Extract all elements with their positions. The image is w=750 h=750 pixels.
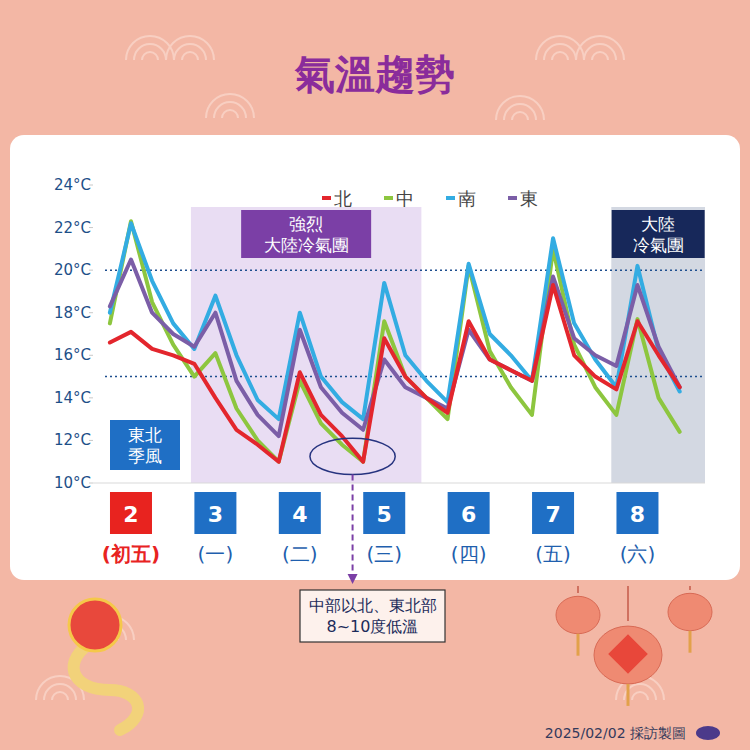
x-sublabel: (二) <box>282 542 318 566</box>
x-tick-label: 3 <box>208 502 223 527</box>
region-label: 強烈大陸冷氣團 <box>264 214 349 255</box>
wave-arc <box>134 44 166 60</box>
x-tick-box <box>616 492 658 534</box>
wave-arc <box>182 52 198 60</box>
region-label-box <box>612 210 705 258</box>
x-tick-label: 8 <box>630 502 645 527</box>
annotation-box <box>300 590 445 642</box>
y-tick-label: 10°C <box>54 474 91 492</box>
x-sublabel: (一) <box>198 542 234 566</box>
x-tick-label: 4 <box>292 502 307 527</box>
series-line <box>110 223 680 419</box>
y-tick-label: 14°C <box>54 389 91 407</box>
annotation-text: 中部以北、東北部8~10度低溫 <box>309 596 437 636</box>
y-tick-label: 24°C <box>54 176 91 194</box>
lantern-tassel <box>689 631 692 653</box>
x-tick-box <box>110 492 152 534</box>
wave-arc <box>166 36 214 60</box>
region-label: 大陸冷氣團 <box>633 214 684 255</box>
y-tick-label: 12°C <box>54 431 91 449</box>
arrow-head <box>348 574 358 584</box>
x-sublabel: (四) <box>451 542 487 566</box>
lantern <box>556 596 600 633</box>
lanterns <box>556 586 712 706</box>
lantern-string <box>627 586 629 621</box>
wave-arc <box>504 104 536 120</box>
y-tick-label: 22°C <box>54 219 91 237</box>
x-tick-box <box>279 492 321 534</box>
x-sublabel: (初五) <box>102 542 160 566</box>
annotation-box <box>110 420 180 470</box>
wave-arc <box>552 52 568 60</box>
chart-root: 氣溫趨勢 10°C 12°C 14°C 16°C 18°C 20°C 22°C 24°C 強烈大陸… <box>0 0 750 750</box>
wave-arc <box>544 44 576 60</box>
legend-swatch <box>384 196 393 200</box>
x-sublabel: (三) <box>366 542 402 566</box>
wave-arc <box>576 36 624 60</box>
legend-swatch <box>508 196 517 200</box>
x-tick-box <box>532 492 574 534</box>
wave-arc <box>222 110 238 118</box>
wave-arc <box>512 112 528 120</box>
lantern <box>668 593 712 630</box>
logo <box>696 726 720 740</box>
legend-label: 北 <box>334 188 352 209</box>
mascot-head <box>69 599 121 651</box>
legend-label: 南 <box>458 188 476 209</box>
background <box>0 0 750 750</box>
series-line <box>110 221 680 462</box>
wave-arc <box>584 44 616 60</box>
x-tick-box <box>448 492 490 534</box>
legend-swatch <box>446 196 455 200</box>
highlight-ellipse <box>310 438 395 474</box>
y-tick-label: 20°C <box>54 261 91 279</box>
wave-arc <box>52 692 68 700</box>
title: 氣溫趨勢 <box>294 51 455 97</box>
series-line <box>110 285 680 462</box>
lantern-charm <box>608 634 648 674</box>
lantern-string <box>577 586 579 593</box>
y-tick-label: 16°C <box>54 346 91 364</box>
lantern <box>594 626 662 684</box>
x-tick-box <box>363 492 405 534</box>
wave-arc <box>206 94 254 118</box>
series-line <box>110 260 680 437</box>
mascot-body <box>74 640 139 730</box>
x-sublabel: (五) <box>535 542 571 566</box>
card <box>10 135 740 580</box>
x-tick-label: 7 <box>545 502 560 527</box>
y-tick-label: 18°C <box>54 304 91 322</box>
x-tick-label: 6 <box>461 502 476 527</box>
region-label-box <box>241 210 371 258</box>
wave-arc <box>174 44 206 60</box>
wave-arc <box>44 684 76 700</box>
wave-arc <box>592 52 608 60</box>
lantern-tassel <box>577 634 580 656</box>
mascot <box>69 599 138 730</box>
annotation-text: 東北季風 <box>128 425 162 466</box>
wave-arc <box>142 52 158 60</box>
wave-arc <box>632 692 648 700</box>
legend-label: 東 <box>520 188 538 209</box>
x-tick-box <box>194 492 236 534</box>
wave-arc <box>214 102 246 118</box>
lantern-tassel <box>627 684 630 706</box>
wave-arc <box>496 96 544 120</box>
x-axis-line <box>93 483 705 484</box>
x-tick-label: 5 <box>377 502 392 527</box>
footer: 2025/02/02 採訪製圖 <box>545 725 686 741</box>
legend-label: 中 <box>396 188 414 209</box>
lantern-string <box>689 586 691 590</box>
x-sublabel: (六) <box>620 542 656 566</box>
legend-swatch <box>322 196 331 200</box>
lines <box>110 221 680 462</box>
x-tick-label: 2 <box>123 502 138 527</box>
annotation-arrow <box>352 474 354 580</box>
reference-line <box>105 269 705 271</box>
